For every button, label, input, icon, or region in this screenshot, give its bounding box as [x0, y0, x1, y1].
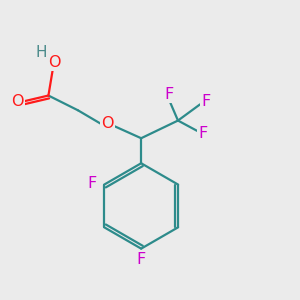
- Text: F: F: [201, 94, 211, 109]
- Text: F: F: [87, 176, 97, 190]
- Text: O: O: [101, 116, 114, 131]
- Text: F: F: [198, 126, 208, 141]
- Text: O: O: [48, 55, 61, 70]
- Text: O: O: [11, 94, 24, 109]
- Text: F: F: [136, 252, 146, 267]
- Text: F: F: [164, 87, 174, 102]
- Text: H: H: [36, 45, 47, 60]
